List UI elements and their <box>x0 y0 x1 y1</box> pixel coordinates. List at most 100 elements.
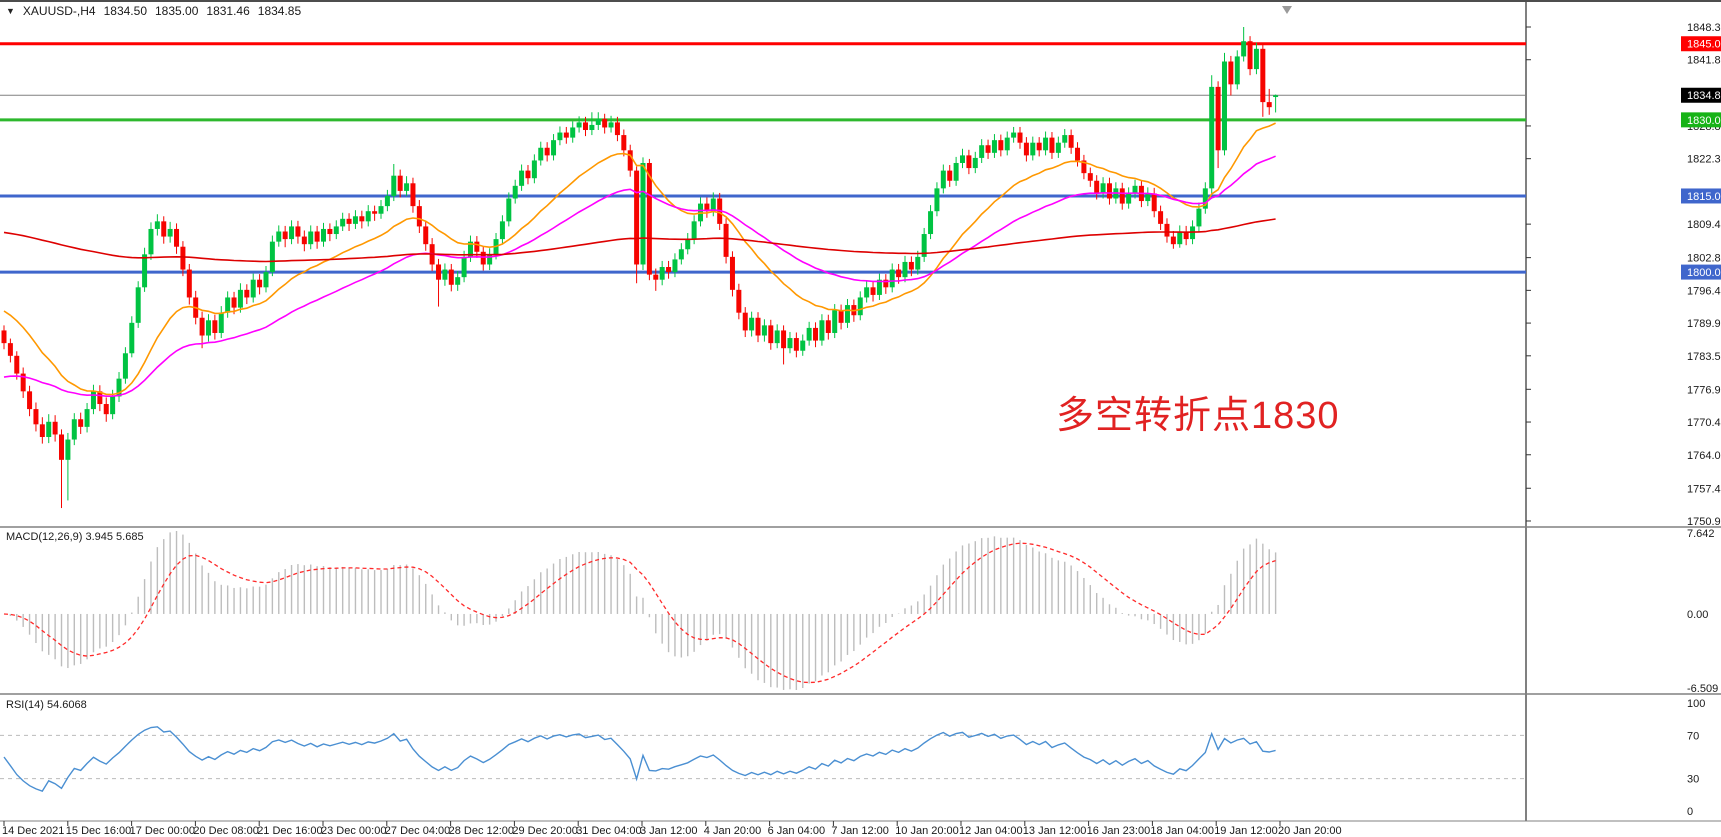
candlestick <box>544 147 550 156</box>
candlestick <box>1202 188 1208 209</box>
candlestick <box>634 170 640 265</box>
chart-shift-marker-icon[interactable] <box>1282 6 1292 14</box>
candlestick <box>52 421 58 435</box>
time-axis-label: 29 Dec 20:00 <box>512 825 577 837</box>
candlestick <box>947 170 953 181</box>
candlestick <box>1023 142 1029 156</box>
candlestick <box>742 312 748 331</box>
candlestick <box>1234 56 1240 85</box>
candlestick <box>972 157 978 169</box>
candlestick <box>538 147 544 161</box>
macd-indicator-label: MACD(12,26,9) 3.945 5.685 <box>6 531 144 543</box>
candlestick <box>142 254 148 288</box>
time-axis-label: 20 Dec 08:00 <box>193 825 258 837</box>
candlestick <box>154 221 160 229</box>
candlestick <box>813 327 819 341</box>
candlestick <box>1266 102 1272 108</box>
candlestick <box>627 150 633 171</box>
candlestick <box>678 249 684 260</box>
chart-header: ▼ XAUUSD-,H4 1834.50 1835.00 1831.46 183… <box>6 4 303 18</box>
candlestick <box>768 325 774 344</box>
candlestick <box>333 226 339 235</box>
candlestick <box>1081 160 1087 174</box>
candlestick <box>1177 231 1183 245</box>
candlestick <box>71 419 77 440</box>
candlestick <box>1209 86 1215 189</box>
candlestick <box>410 183 416 207</box>
price-badge <box>1681 112 1721 128</box>
candlestick <box>231 297 237 308</box>
candlestick <box>1260 48 1266 103</box>
chart-text-annotation: 多空转折点1830 <box>1056 395 1340 437</box>
candlestick <box>295 226 301 237</box>
candlestick <box>1100 183 1106 194</box>
candlestick <box>33 409 39 425</box>
candlestick <box>39 424 45 438</box>
candlestick <box>519 170 525 186</box>
rsi-axis-label: 30 <box>1687 774 1699 786</box>
candlestick <box>59 434 65 460</box>
candlestick <box>1247 41 1253 70</box>
time-axis-label: 17 Dec 00:00 <box>130 825 195 837</box>
price-axis-label: 1776.90 <box>1687 384 1721 396</box>
candlestick <box>582 122 588 131</box>
time-axis-label: 27 Dec 04:00 <box>385 825 450 837</box>
candlestick <box>940 170 946 189</box>
candlestick <box>1017 132 1023 143</box>
candlestick <box>269 241 275 273</box>
candlestick <box>487 254 493 265</box>
candlestick <box>557 132 563 141</box>
candlestick <box>1055 142 1061 153</box>
candlestick <box>244 289 250 298</box>
candlestick <box>979 145 985 158</box>
price-badge-label: 1815.00 <box>1687 191 1721 203</box>
candlestick <box>14 355 20 374</box>
candlestick <box>116 378 122 397</box>
candlestick <box>372 211 378 214</box>
candlestick <box>1228 61 1234 85</box>
candlestick <box>672 259 678 273</box>
candlestick <box>135 287 141 323</box>
candlestick <box>212 320 218 333</box>
rsi-axis-label: 70 <box>1687 730 1699 742</box>
macd-axis-label: -6.509 <box>1687 683 1718 695</box>
candlestick <box>416 206 422 227</box>
candlestick <box>103 404 109 415</box>
candlestick <box>844 305 850 323</box>
candlestick <box>301 236 307 245</box>
time-axis-label: 4 Jan 20:00 <box>704 825 762 837</box>
candlestick <box>1164 223 1170 237</box>
symbol-timeframe: XAUUSD-,H4 <box>22 4 96 18</box>
candlestick <box>570 127 576 138</box>
candlestick <box>729 256 735 290</box>
time-axis-label: 15 Dec 16:00 <box>66 825 131 837</box>
candlestick <box>1062 135 1068 143</box>
candlestick <box>467 241 473 257</box>
candlestick <box>308 231 314 245</box>
candlestick <box>180 246 186 270</box>
symbol-dropdown-icon[interactable]: ▼ <box>6 5 15 16</box>
time-axis-label: 7 Jan 12:00 <box>831 825 889 837</box>
candlestick <box>289 226 295 240</box>
candlestick <box>928 211 934 235</box>
macd-axis-label: 0.00 <box>1687 609 1708 621</box>
candlestick <box>908 261 914 270</box>
rsi-axis-label: 100 <box>1687 698 1705 710</box>
candlestick <box>563 132 569 138</box>
candlestick <box>915 256 921 270</box>
candlestick <box>1196 208 1202 227</box>
price-axis-label: 1809.45 <box>1687 219 1721 231</box>
price-badge <box>1681 87 1721 103</box>
candlestick <box>282 231 288 240</box>
time-axis-label: 31 Dec 04:00 <box>576 825 641 837</box>
candlestick <box>455 277 461 285</box>
candlestick <box>423 226 429 245</box>
candlestick <box>1094 180 1100 194</box>
time-axis-label: 14 Dec 2021 <box>2 825 64 837</box>
candlestick <box>397 175 403 191</box>
candlestick <box>263 272 269 288</box>
ma-mid-magenta-line <box>3 155 1276 398</box>
candlestick <box>755 317 761 336</box>
candlestick <box>602 118 608 128</box>
